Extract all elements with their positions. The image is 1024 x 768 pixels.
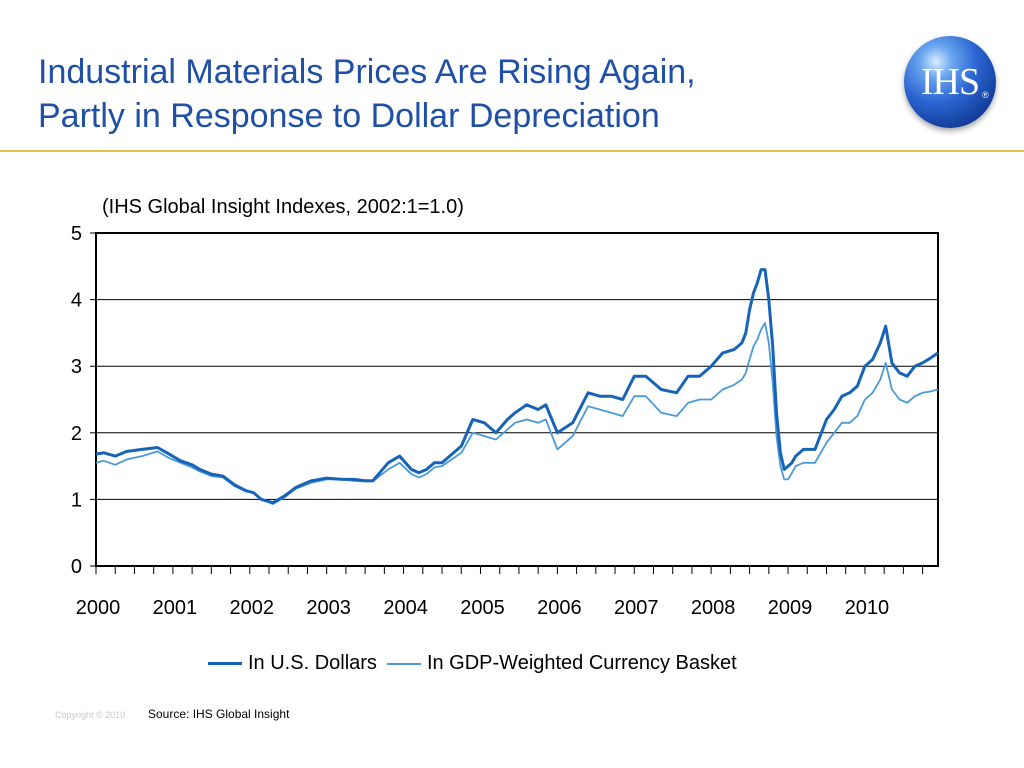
y-tick-label: 1 [71, 489, 82, 511]
legend-item-usd: In U.S. Dollars [208, 652, 377, 675]
x-tick-label: 2008 [691, 597, 736, 619]
x-tick-label: 2003 [306, 597, 351, 619]
x-tick-label: 2006 [537, 597, 582, 619]
y-tick-label: 0 [71, 556, 82, 578]
y-tick-label: 3 [71, 356, 82, 378]
legend-label-basket: In GDP-Weighted Currency Basket [426, 652, 737, 674]
plot-frame [95, 232, 939, 567]
x-tick-label: 2002 [230, 597, 275, 619]
legend-item-basket: In GDP-Weighted Currency Basket [386, 652, 737, 675]
x-tick-label: 2010 [845, 597, 890, 619]
copyright-text: Copyright © 2010 [55, 710, 126, 720]
y-tick-label: 4 [71, 290, 82, 312]
series-line-usd [95, 268, 939, 505]
slide-title-line1: Industrial Materials Prices Are Rising A… [38, 53, 696, 91]
slide-title: Industrial Materials Prices Are Rising A… [38, 50, 878, 138]
chart-axes: 0 1 2 3 4 5 2000 2001 2002 2003 2004 2005 2006 2007 20… [71, 223, 939, 619]
y-tick-label: 2 [71, 423, 82, 445]
chart-grid [96, 299, 938, 500]
y-tick-label: 5 [71, 223, 82, 245]
legend-swatch-basket [386, 662, 421, 665]
slide-title-line2: Partly in Response to Dollar Depreciatio… [38, 97, 660, 135]
legend-swatch-usd [208, 662, 242, 665]
x-tick-label: 2005 [460, 597, 505, 619]
x-tick-label: 2000 [76, 597, 121, 619]
chart-series [95, 268, 939, 506]
ihs-logo-text: IHS [920, 61, 980, 103]
x-tick-label: 2004 [383, 597, 428, 619]
ihs-logo-registered-mark: ® [982, 90, 989, 100]
legend-label-usd: In U.S. Dollars [248, 652, 377, 674]
chart-subtitle: (IHS Global Insight Indexes, 2002:1=1.0) [102, 196, 464, 218]
chart-legend: In U.S. Dollars In GDP-Weighted Currency… [208, 652, 747, 675]
x-tick-label: 2007 [614, 597, 659, 619]
title-divider [0, 150, 1024, 152]
source-note: Source: IHS Global Insight [148, 707, 290, 721]
ihs-logo: IHS ® [904, 36, 996, 128]
x-tick-label: 2001 [153, 597, 198, 619]
x-tick-label: 2009 [768, 597, 813, 619]
